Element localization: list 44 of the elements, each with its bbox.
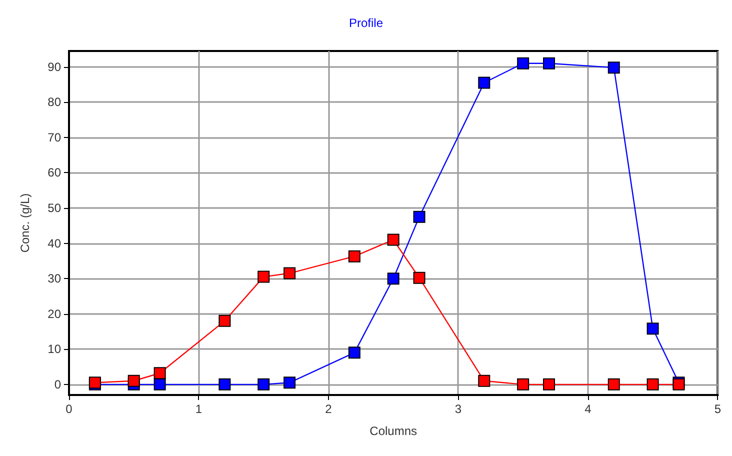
point xyxy=(517,57,530,70)
point xyxy=(218,314,231,327)
point xyxy=(608,378,620,390)
point xyxy=(413,272,426,284)
point xyxy=(387,234,400,246)
point xyxy=(413,210,426,223)
point xyxy=(478,374,490,387)
x-tick-label: 2 xyxy=(325,402,332,416)
y-tick-label: 90 xyxy=(48,60,62,74)
x-axis-title: Columns xyxy=(370,424,418,438)
x-tick-label: 4 xyxy=(584,402,592,416)
x-tick-label: 3 xyxy=(454,402,462,416)
point xyxy=(478,76,490,89)
chart-title: Profile xyxy=(348,16,384,30)
point xyxy=(218,378,231,390)
y-axis-title: Conc. (g/L) xyxy=(18,193,32,253)
point xyxy=(284,376,296,389)
point xyxy=(608,62,620,74)
point xyxy=(348,250,360,262)
y-tick-label: 40 xyxy=(48,236,62,250)
y-tick-label: 0 xyxy=(54,377,62,392)
x-tick-label: 5 xyxy=(714,402,722,416)
point xyxy=(258,270,270,283)
x-tick-label: 1 xyxy=(195,402,202,416)
point xyxy=(646,378,659,390)
point xyxy=(154,378,166,390)
y-tick-label: 80 xyxy=(48,95,62,110)
point xyxy=(284,267,296,280)
point xyxy=(128,374,140,387)
point xyxy=(517,378,530,390)
y-tick-label: 20 xyxy=(48,306,62,321)
y-tick-label: 60 xyxy=(48,166,62,180)
x-tick-label: 0 xyxy=(66,402,73,416)
y-tick-label: 50 xyxy=(48,201,62,216)
point xyxy=(543,57,556,70)
point xyxy=(154,367,166,380)
y-tick-label: 10 xyxy=(48,342,62,356)
point xyxy=(258,378,270,390)
point xyxy=(387,272,400,285)
point xyxy=(646,322,659,335)
y-tick-label: 30 xyxy=(48,272,62,286)
point xyxy=(348,346,360,359)
point xyxy=(543,378,556,390)
y-tick-label: 70 xyxy=(48,130,62,144)
